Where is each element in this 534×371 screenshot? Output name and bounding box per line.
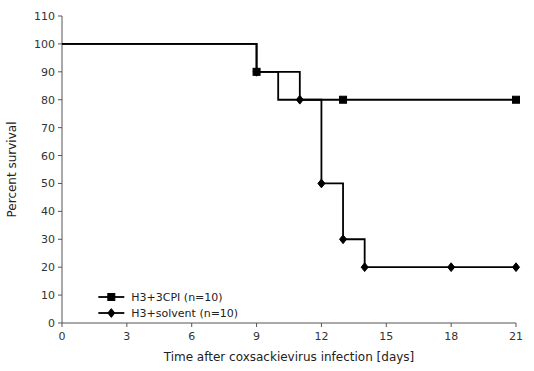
markers xyxy=(253,67,519,271)
x-tick xyxy=(386,323,387,327)
y-tick xyxy=(58,211,62,212)
legend-label: H3+solvent (n=10) xyxy=(131,307,238,320)
y-tick-label: 10 xyxy=(41,289,55,302)
legend-marker xyxy=(108,294,115,301)
y-tick xyxy=(58,295,62,296)
x-axis-line xyxy=(62,323,516,324)
x-tick xyxy=(321,323,322,327)
y-tick xyxy=(58,43,62,44)
y-tick xyxy=(58,71,62,72)
y-tick-label: 100 xyxy=(34,38,55,51)
y-tick xyxy=(58,155,62,156)
y-tick-label: 50 xyxy=(41,177,55,190)
legend-marker xyxy=(108,309,115,318)
lines xyxy=(62,44,516,267)
series-marker xyxy=(253,68,260,75)
x-tick-label: 21 xyxy=(509,330,523,343)
x-tick xyxy=(256,323,257,327)
x-tick-label: 18 xyxy=(444,330,458,343)
y-tick-label: 30 xyxy=(41,233,55,246)
x-tick xyxy=(451,323,452,327)
y-tick-label: 90 xyxy=(41,66,55,79)
y-tick xyxy=(58,99,62,100)
x-tick-label: 15 xyxy=(379,330,393,343)
x-tick-label: 9 xyxy=(253,330,260,343)
series-marker xyxy=(513,263,520,272)
y-tick-label: 40 xyxy=(41,205,55,218)
y-tick xyxy=(58,267,62,268)
series-line xyxy=(62,44,516,267)
x-tick xyxy=(62,323,63,327)
y-tick-label: 110 xyxy=(34,10,55,23)
series-marker xyxy=(318,179,325,188)
series-marker xyxy=(448,263,455,272)
y-tick xyxy=(58,16,62,17)
axes: 0 3 6 9 12 15 18 21 0 10 20 30 40 50 60 70 80 90 100 110 xyxy=(34,10,523,343)
series-marker xyxy=(340,96,347,103)
y-tick-label: 60 xyxy=(41,150,55,163)
series-marker xyxy=(340,235,347,244)
series-marker xyxy=(253,67,260,76)
x-tick xyxy=(516,323,517,327)
x-tick-label: 12 xyxy=(314,330,328,343)
legend-label: H3+3CPI (n=10) xyxy=(131,291,222,304)
chart: 0 3 6 9 12 15 18 21 0 10 20 30 40 50 60 70 80 90 100 110 Tim… xyxy=(0,0,534,371)
y-tick-label: 70 xyxy=(41,122,55,135)
x-tick-label: 6 xyxy=(188,330,195,343)
series-marker xyxy=(513,96,520,103)
y-tick-label: 0 xyxy=(48,317,55,330)
x-tick xyxy=(126,323,127,327)
series-marker xyxy=(361,263,368,272)
y-tick-label: 20 xyxy=(41,261,55,274)
legend: H3+3CPI (n=10) H3+solvent (n=10) xyxy=(98,291,238,320)
legend-entry: H3+solvent (n=10) xyxy=(98,307,238,320)
y-axis-label: Percent survival xyxy=(5,122,19,218)
x-axis-label: Time after coxsackievirus infection [day… xyxy=(163,350,415,364)
x-tick-label: 3 xyxy=(123,330,130,343)
x-tick xyxy=(191,323,192,327)
y-tick-label: 80 xyxy=(41,94,55,107)
y-tick xyxy=(58,127,62,128)
y-tick xyxy=(58,239,62,240)
series-marker xyxy=(296,95,303,104)
y-tick xyxy=(58,183,62,184)
x-tick-label: 0 xyxy=(59,330,66,343)
y-tick xyxy=(58,323,62,324)
legend-entry: H3+3CPI (n=10) xyxy=(98,291,222,304)
y-axis-line xyxy=(62,16,63,323)
